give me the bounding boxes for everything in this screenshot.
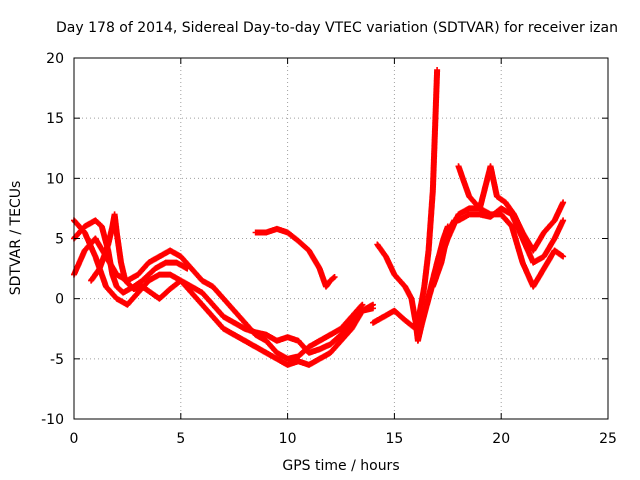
y-tick-label: 20 [46, 51, 64, 67]
series-markers [429, 205, 567, 290]
data-series [71, 67, 567, 368]
series-markers [374, 205, 567, 344]
series-track-7 [374, 205, 567, 344]
x-tick-label: 10 [279, 431, 297, 447]
x-tick-label: 20 [492, 431, 510, 447]
series-track-8 [429, 205, 567, 290]
series-track-6 [370, 67, 441, 332]
series-track-5 [252, 225, 338, 290]
y-tick-label: 15 [46, 111, 64, 127]
axis-ticks: 0 5 10 15 20 25 -10 -5 0 5 10 15 20 [41, 51, 617, 447]
y-tick-label: 10 [46, 171, 64, 187]
y-axis-label: SDTVAR / TECUs [8, 181, 24, 296]
y-tick-label: -10 [41, 412, 64, 428]
y-tick-label: -5 [50, 352, 64, 368]
series-track-10 [455, 163, 567, 254]
x-tick-label: 25 [599, 431, 617, 447]
x-axis-label: GPS time / hours [282, 458, 399, 474]
x-tick-label: 15 [385, 431, 403, 447]
y-tick-label: 0 [55, 292, 64, 308]
series-track-4 [88, 211, 376, 356]
chart-title: Day 178 of 2014, Sidereal Day-to-day VTE… [56, 20, 618, 36]
series-markers [423, 223, 451, 308]
series-markers [252, 225, 338, 290]
series-markers [370, 67, 441, 332]
x-tick-label: 0 [70, 431, 79, 447]
series-markers [455, 163, 567, 254]
grid-lines [74, 58, 608, 419]
y-tick-label: 5 [55, 232, 64, 248]
series-track-9 [423, 223, 451, 308]
series-markers [88, 211, 376, 356]
x-tick-label: 5 [176, 431, 185, 447]
